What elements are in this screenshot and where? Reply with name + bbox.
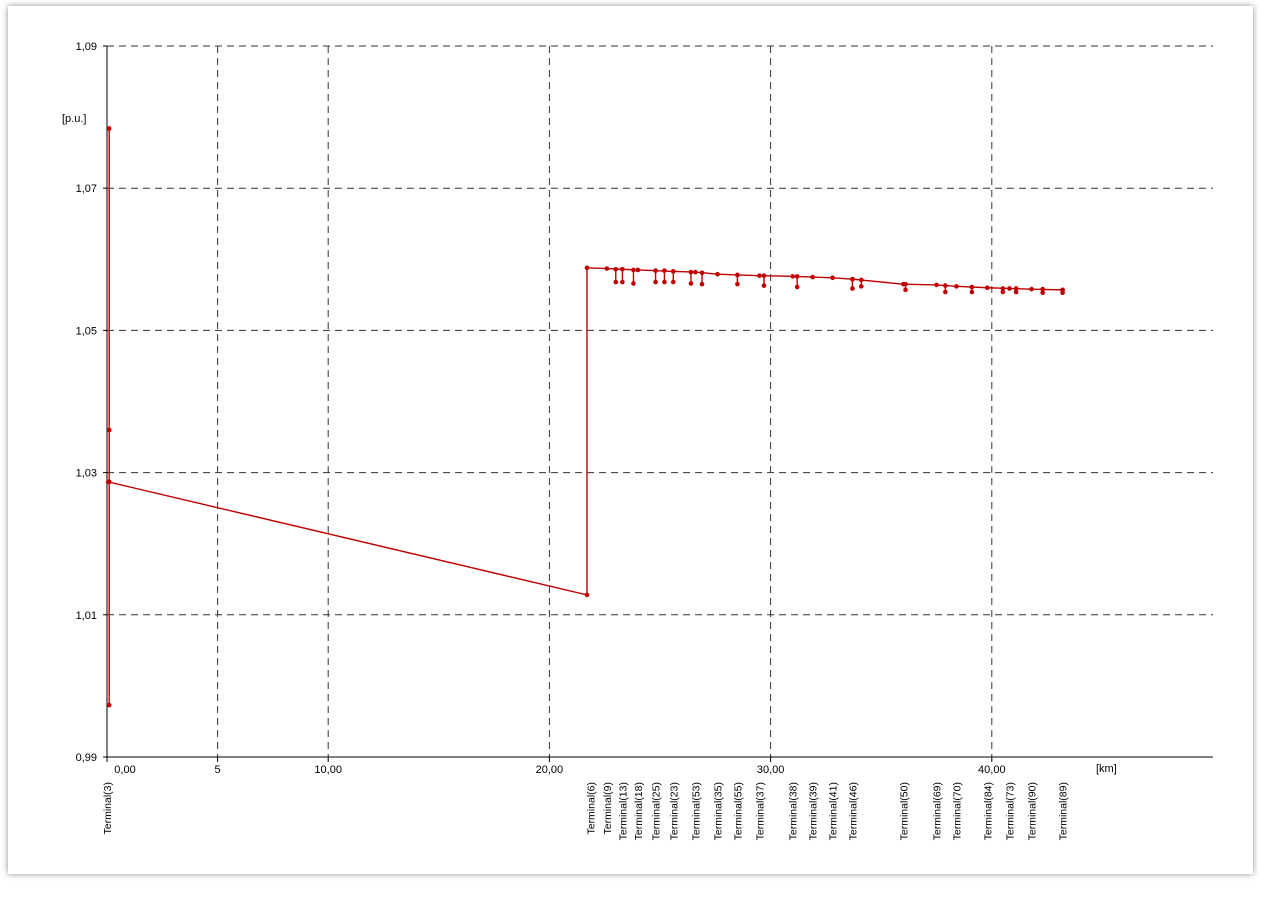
- data-point: [1013, 289, 1019, 295]
- data-point: [653, 279, 658, 285]
- terminal-label: Terminal(39): [808, 782, 820, 840]
- terminal-label: Terminal(50): [898, 782, 910, 840]
- data-point: [662, 268, 667, 273]
- terminal-label: Terminal(18): [633, 782, 645, 840]
- data-point: [106, 126, 112, 131]
- data-point: [969, 289, 975, 295]
- y-tick-label: 0,99: [76, 752, 97, 764]
- data-point: [1013, 286, 1019, 291]
- data-point: [670, 269, 676, 274]
- data-point: [105, 479, 111, 485]
- x-tick-label: 0,00: [114, 764, 135, 776]
- data-point: [969, 284, 975, 290]
- data-point: [735, 281, 740, 287]
- y-tick-label: 1,09: [76, 41, 97, 53]
- data-point: [635, 267, 641, 273]
- terminal-label: Terminal(89): [1058, 782, 1070, 840]
- data-point: [761, 283, 767, 288]
- terminal-label: Terminal(69): [932, 782, 944, 840]
- data-point: [613, 279, 619, 285]
- terminal-label: Terminal(55): [732, 782, 744, 840]
- terminal-label: Terminal(73): [1004, 782, 1016, 840]
- terminal-label: Terminal(37): [755, 782, 767, 840]
- data-point: [613, 266, 619, 272]
- y-tick-label: 1,07: [76, 183, 97, 195]
- x-axis-label: [km]: [1096, 763, 1117, 775]
- terminal-label: Terminal(9): [602, 782, 614, 835]
- data-point: [1040, 290, 1045, 296]
- data-point: [794, 284, 800, 290]
- data-point: [699, 270, 705, 276]
- data-point: [693, 269, 698, 275]
- terminal-label: Terminal(46): [847, 782, 859, 840]
- data-point: [858, 284, 864, 289]
- y-axis-label: [p.u.]: [62, 113, 86, 125]
- data-point: [631, 267, 636, 273]
- data-point: [584, 592, 590, 598]
- data-point: [620, 279, 625, 285]
- terminal-label: Terminal(35): [713, 782, 725, 840]
- terminal-label: Terminal(13): [617, 782, 629, 840]
- data-point: [943, 283, 948, 288]
- x-tick-label: 40,00: [978, 764, 1006, 776]
- x-tick-label: 30,00: [757, 764, 785, 776]
- data-point: [1000, 289, 1006, 295]
- data-point: [790, 274, 796, 279]
- y-tick-label: 1,03: [76, 468, 97, 480]
- data-point: [662, 279, 667, 285]
- data-point: [604, 266, 610, 271]
- data-point: [631, 281, 636, 286]
- data-point: [850, 286, 855, 291]
- data-point: [794, 274, 800, 279]
- data-point: [106, 702, 112, 708]
- terminal-label: Terminal(90): [1027, 782, 1039, 840]
- terminal-label: Terminal(23): [668, 782, 680, 840]
- terminal-label: Terminal(25): [651, 782, 663, 840]
- x-tick-label: 10,00: [314, 764, 342, 776]
- data-point: [903, 287, 908, 293]
- x-tick-label: 20,00: [536, 764, 564, 776]
- data-point: [699, 281, 705, 287]
- data-point: [943, 289, 948, 295]
- data-point: [715, 271, 720, 277]
- data-point: [858, 277, 864, 283]
- data-point: [1000, 286, 1006, 291]
- data-point: [1060, 290, 1065, 296]
- data-point: [810, 274, 815, 280]
- data-point: [1007, 286, 1012, 291]
- y-tick-label: 1,05: [76, 325, 97, 337]
- data-point: [1029, 286, 1034, 292]
- terminal-label: Terminal(84): [982, 782, 994, 840]
- data-point: [761, 273, 767, 278]
- terminal-label: Terminal(6): [585, 782, 597, 835]
- data-point: [850, 276, 855, 282]
- data-point: [584, 265, 590, 271]
- series-line: [107, 128, 1064, 706]
- data-point: [757, 273, 762, 278]
- y-tick-label: 1,01: [76, 610, 97, 622]
- terminal-label: Terminal(70): [951, 782, 963, 840]
- terminal-label: Terminal(41): [828, 782, 840, 840]
- terminal-label: Terminal(53): [690, 782, 702, 840]
- data-point: [688, 281, 694, 286]
- data-point: [830, 275, 835, 281]
- data-point: [1040, 286, 1045, 292]
- terminal-label: Terminal(38): [788, 782, 800, 840]
- terminal-label: Terminal(3): [102, 782, 114, 835]
- chart-frame: [8, 6, 1253, 874]
- data-point: [903, 281, 908, 287]
- data-point: [985, 285, 990, 291]
- data-point: [735, 272, 740, 278]
- data-point: [670, 279, 676, 285]
- data-point: [934, 282, 939, 288]
- data-point: [688, 269, 694, 275]
- data-point: [954, 284, 959, 289]
- data-point: [653, 268, 658, 273]
- data-point: [106, 427, 112, 433]
- x-tick-label: 5: [215, 764, 221, 776]
- data-point: [620, 266, 625, 272]
